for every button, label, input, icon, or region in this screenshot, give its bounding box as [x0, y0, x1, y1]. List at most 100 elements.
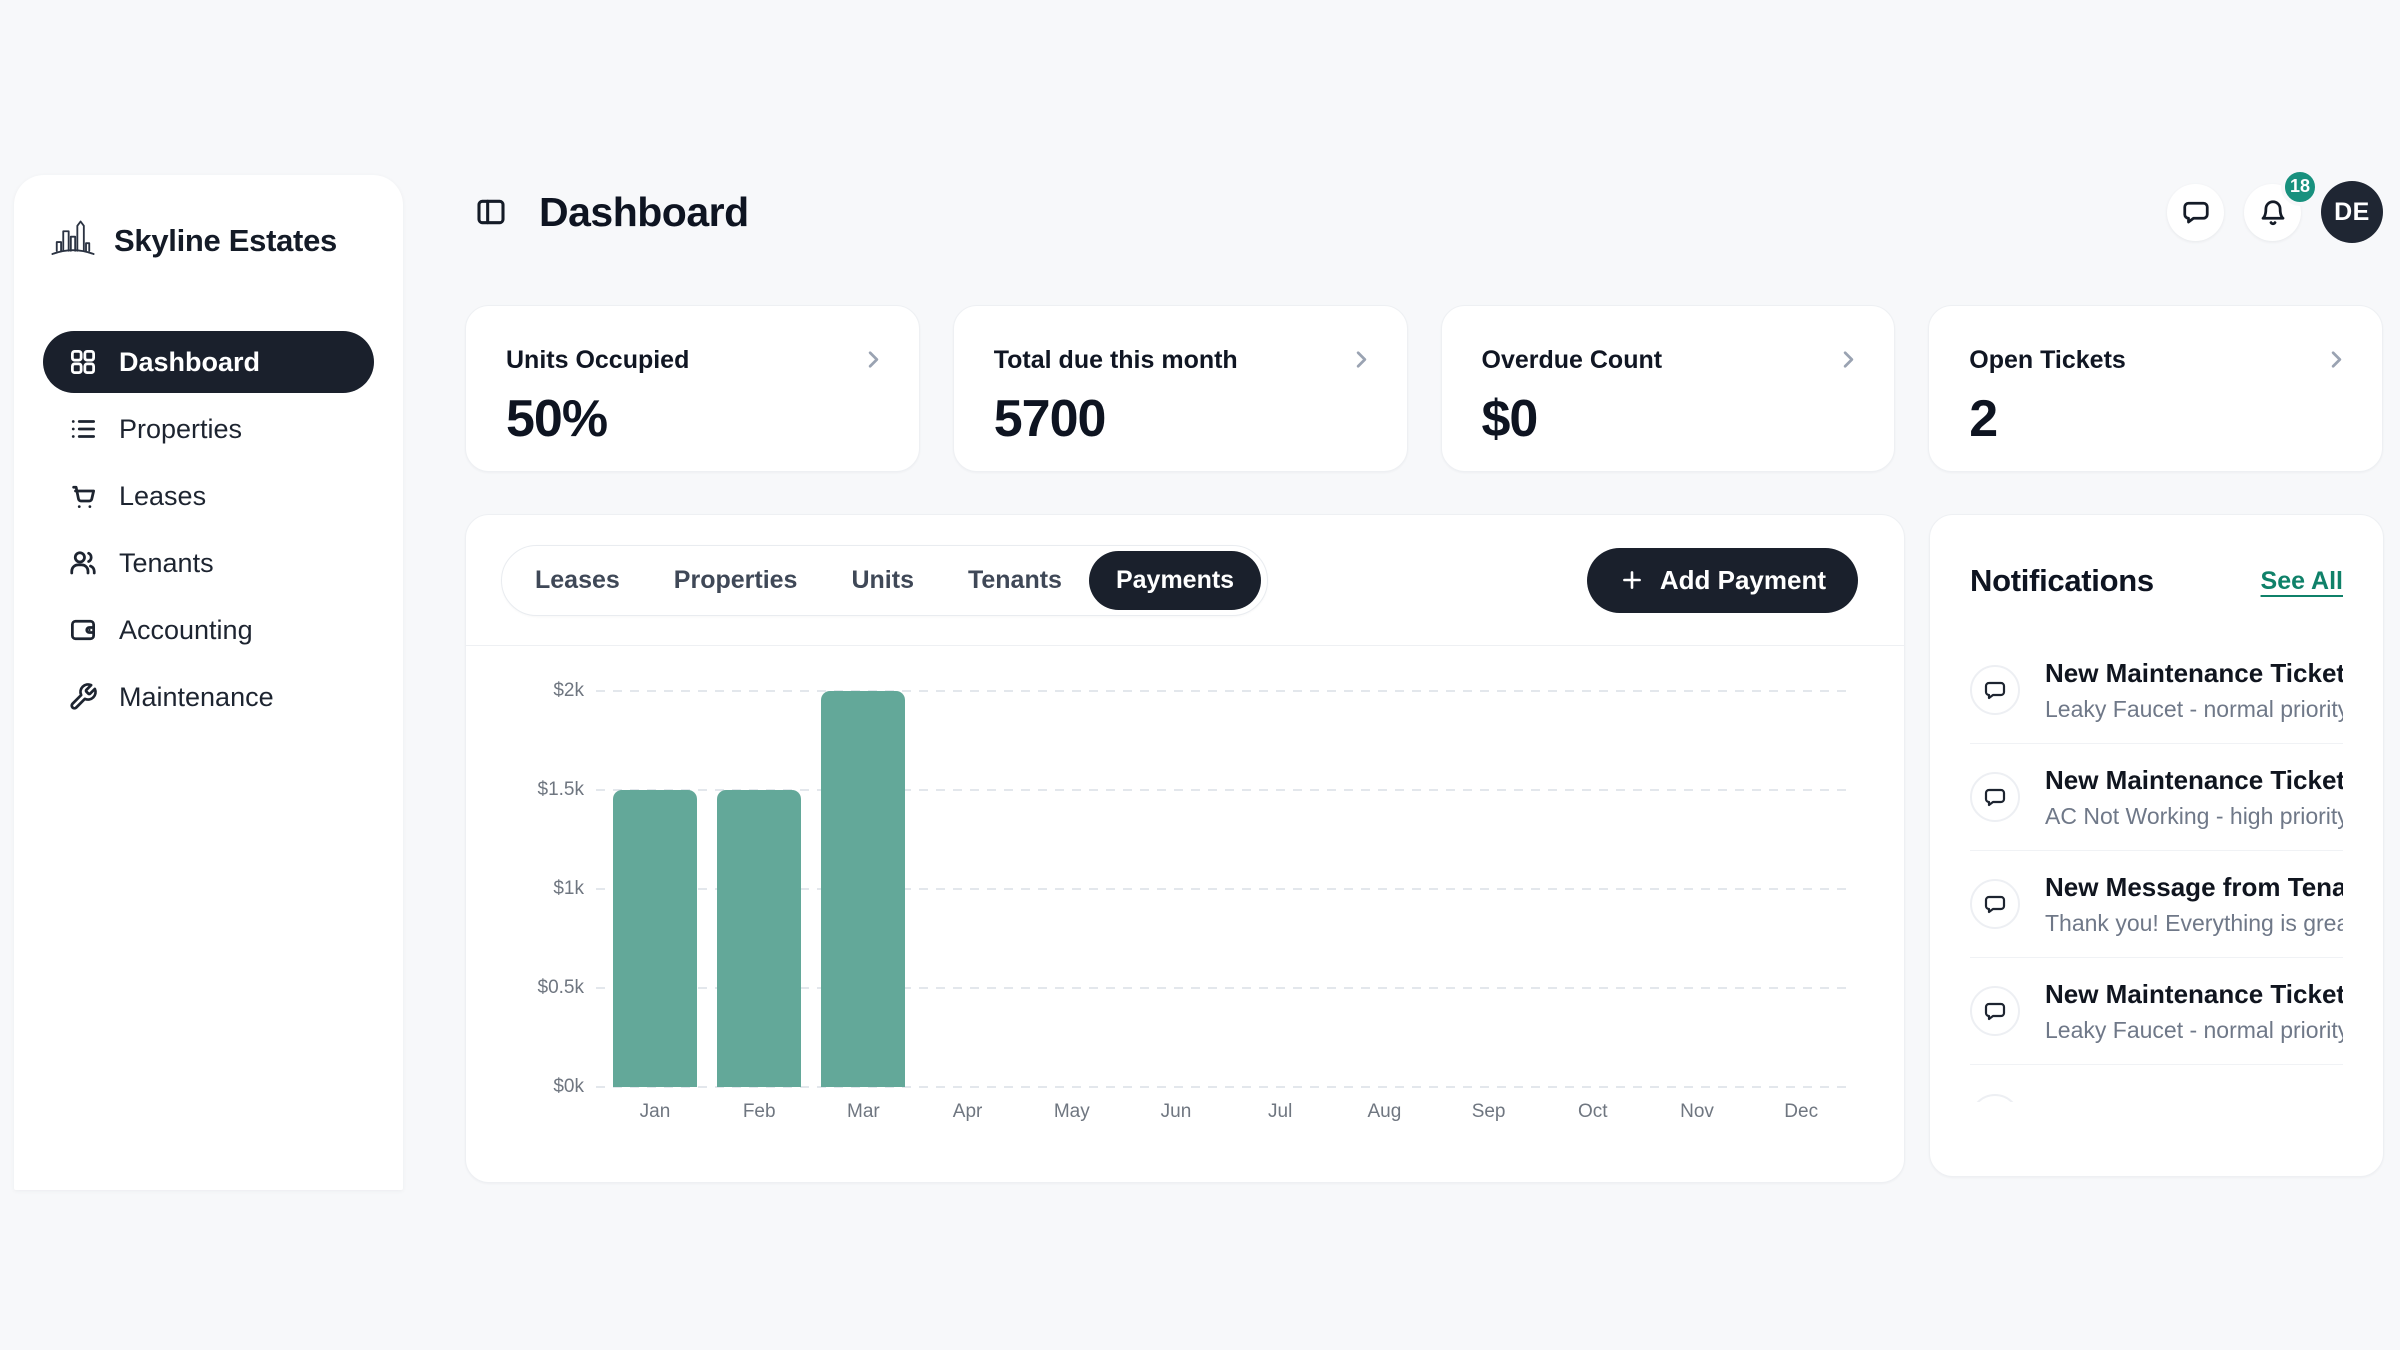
y-axis-tick-label: $0.5k [537, 977, 584, 998]
bar-jan [613, 790, 697, 1087]
notifications-title: Notifications [1970, 563, 2154, 598]
chevron-right-icon[interactable] [2323, 346, 2350, 373]
cart-icon [68, 481, 98, 511]
x-axis-tick-label: Dec [1784, 1101, 1819, 1122]
chart-gridline [596, 690, 1853, 692]
x-axis-tick-label: Jun [1160, 1101, 1192, 1122]
plus-icon [1619, 567, 1645, 593]
x-axis-tick-label: Mar [847, 1101, 880, 1122]
notifications-panel: Notifications See All New Maintenance Ti… [1929, 514, 2384, 1177]
list-icon [68, 414, 98, 444]
chevron-right-icon[interactable] [860, 346, 887, 373]
chart-gridline [596, 987, 1853, 989]
notification-title: New Maintenance Ticket [2045, 657, 2343, 688]
stat-card-open-tickets[interactable]: Open Tickets 2 [1928, 305, 2383, 472]
sidebar-item-accounting[interactable]: Accounting [43, 599, 374, 661]
add-payment-button[interactable]: Add Payment [1586, 547, 1858, 613]
notification-item[interactable]: New Maintenance Ticket Leaky Faucet - nor… [1970, 958, 2343, 1065]
stat-card-total-due-this-month[interactable]: Total due this month 5700 [952, 305, 1408, 472]
header-actions: 18 DE [2167, 167, 2383, 243]
chat-button[interactable] [2167, 183, 2224, 241]
notification-subtitle: Leaky Faucet - normal priority [2045, 1016, 2343, 1043]
sidebar-item-properties[interactable]: Properties [43, 398, 374, 460]
chat-bubble-icon [1970, 879, 2020, 929]
notification-item[interactable]: New Maintenance Ticket AC Not Working - h… [1970, 744, 2343, 851]
tab-properties[interactable]: Properties [647, 551, 825, 610]
notification-texts: New Message from Tenant Thank you! Everyt… [2045, 872, 2343, 937]
y-axis-tick-label: $1.5k [537, 779, 584, 800]
add-payment-label: Add Payment [1659, 564, 1826, 595]
x-axis-tick-label: Sep [1471, 1101, 1506, 1122]
sidebar-item-label: Properties [119, 413, 243, 444]
tab-payments[interactable]: Payments [1088, 550, 1262, 610]
notification-subtitle: AC Not Working - high priority [2045, 802, 2343, 829]
sidebar-item-leases[interactable]: Leases [43, 465, 374, 527]
notification-title: New Message from Tenant [2045, 871, 2343, 902]
content-tabs: Leases Properties Units Tenants Payments [501, 544, 1269, 616]
tab-tenants[interactable]: Tenants [941, 551, 1089, 610]
x-axis-tick-label: Nov [1680, 1101, 1714, 1122]
sidebar-item-tenants[interactable]: Tenants [43, 532, 374, 594]
notification-item[interactable]: New Message from Tenant Thank you! Everyt… [1970, 851, 2343, 958]
notification-subtitle: Thank you! Everything is great so far. [2045, 909, 2343, 936]
x-axis-tick-label: Jan [639, 1101, 671, 1122]
payments-panel: Leases Properties Units Tenants Payments Add… [465, 514, 1905, 1183]
notification-texts: New Maintenance Ticket Leaky Faucet - nor… [2045, 979, 2343, 1044]
stat-card-label: Units Occupied [506, 346, 690, 374]
page-title: Dashboard [539, 188, 749, 235]
stat-card-label: Overdue Count [1481, 346, 1663, 374]
tab-leases[interactable]: Leases [508, 551, 647, 610]
chevron-right-icon[interactable] [1348, 346, 1375, 373]
chat-bubble-icon [1970, 772, 2020, 822]
notifications-header: Notifications See All [1970, 515, 2343, 599]
y-axis-tick-label: $2k [553, 680, 584, 701]
sidebar: Skyline Estates Dashboard Properties Lease… [14, 175, 403, 1190]
sidebar-item-maintenance[interactable]: Maintenance [43, 666, 374, 728]
sidebar-item-dashboard[interactable]: Dashboard [43, 331, 374, 393]
tab-units[interactable]: Units [824, 551, 941, 610]
grid-icon [68, 347, 98, 377]
notification-texts: New Maintenance Ticket Leaky Faucet - nor… [2045, 658, 2343, 723]
chevron-right-icon[interactable] [1835, 346, 1862, 373]
stat-card-value: 50% [506, 390, 608, 448]
stat-card-value: 2 [1969, 390, 1998, 448]
sidebar-item-label: Accounting [119, 614, 253, 645]
y-axis-tick-label: $0k [553, 1076, 584, 1097]
notification-subtitle: Leaky Faucet - normal priority [2045, 695, 2343, 722]
stat-card-units-occupied[interactable]: Units Occupied 50% [465, 305, 920, 472]
sidebar-item-label: Dashboard [119, 346, 261, 377]
chat-bubble-icon [1970, 1093, 2020, 1102]
user-avatar[interactable]: DE [2321, 181, 2383, 243]
bar-feb [717, 790, 802, 1087]
chart-gridline [596, 789, 1853, 791]
notification-item-clipped [1970, 1065, 2343, 1102]
sidebar-toggle-button[interactable] [471, 192, 511, 232]
notification-title: New Maintenance Ticket [2045, 764, 2343, 795]
chart-gridline [596, 1086, 1853, 1088]
stat-card-label: Open Tickets [1969, 346, 2126, 374]
see-all-link[interactable]: See All [2260, 566, 2343, 595]
x-axis-tick-label: Aug [1367, 1101, 1402, 1122]
x-axis-tick-label: May [1053, 1101, 1090, 1122]
sidebar-item-label: Maintenance [119, 681, 274, 712]
brand-name: Skyline Estates [114, 223, 337, 258]
x-axis-tick-label: Oct [1578, 1101, 1608, 1122]
chat-bubble-icon [1970, 986, 2020, 1036]
sidebar-item-label: Tenants [119, 547, 214, 578]
y-axis-tick-label: $1k [553, 878, 584, 899]
notification-item[interactable]: New Maintenance Ticket Leaky Faucet - nor… [1970, 637, 2343, 744]
notification-texts: New Maintenance Ticket AC Not Working - h… [2045, 765, 2343, 830]
stat-card-value: $0 [1481, 390, 1539, 448]
notifications-button[interactable]: 18 [2244, 167, 2319, 241]
wrench-icon [68, 682, 98, 712]
notification-title: New Maintenance Ticket [2045, 978, 2343, 1009]
bar-mar [821, 691, 906, 1087]
x-axis-tick-label: Jul [1268, 1101, 1293, 1122]
stat-cards-row: Units Occupied 50% Total due this month 570… [465, 305, 2383, 472]
sidebar-nav: Dashboard Properties Leases Tenants Accounti… [43, 331, 374, 728]
stat-card-overdue-count[interactable]: Overdue Count $0 [1440, 305, 1896, 472]
x-axis-tick-label: Apr [952, 1101, 983, 1122]
chart-gridline [596, 888, 1853, 890]
chat-bubble-icon [1970, 665, 2020, 715]
wallet-icon [68, 615, 98, 645]
